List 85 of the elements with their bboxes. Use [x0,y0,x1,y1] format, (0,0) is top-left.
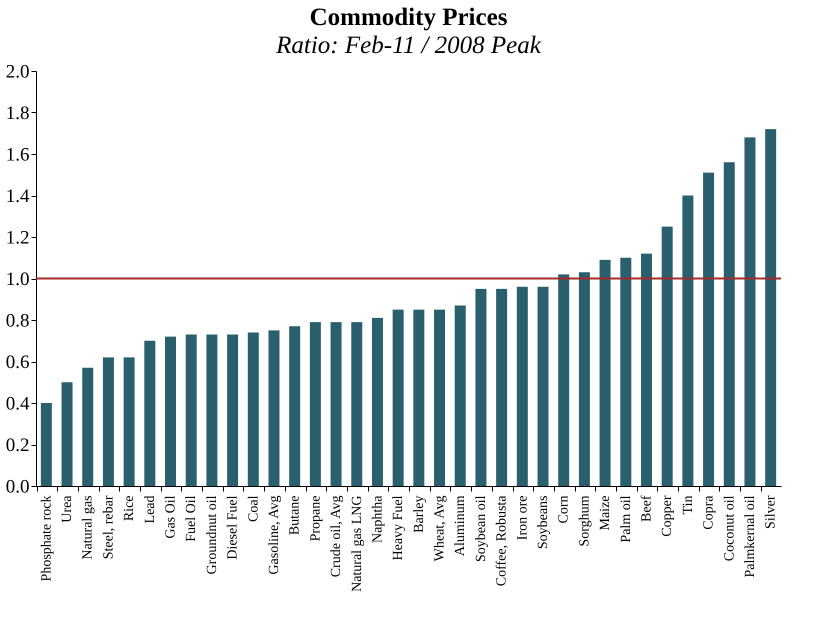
x-tick-label: Lead [142,496,158,524]
x-tick-label: Naphtha [370,494,386,543]
y-tick-label: 0.8 [6,310,30,332]
bar [227,334,238,486]
x-tick-label: Propane [308,496,324,542]
y-tick-label: 2.0 [6,62,30,82]
bar [372,318,383,486]
y-tick-label: 1.8 [6,103,30,124]
bar [744,137,756,486]
bar [351,322,362,486]
bar [268,330,280,486]
bar [600,260,611,486]
x-tick-label: Iron ore [515,496,530,540]
bar [454,305,466,486]
bar [165,336,176,486]
x-tick-label: Rice [122,496,138,522]
x-tick-label: Coal [246,495,262,522]
x-tick-label: Natural gas LNG [350,496,365,592]
bar [144,340,156,486]
bar [206,334,218,486]
bar [703,172,714,486]
x-tick-label: Gas Oil [164,495,179,539]
bar [330,322,342,486]
x-tick-label: Palmkernal oil [742,495,758,578]
x-tick-label: Wheat, Avg [432,496,448,562]
bar [516,286,528,486]
y-tick-label: 0.2 [6,435,30,456]
bar [640,254,652,486]
x-tick-label: Palm oil [618,495,634,543]
y-tick-label: 1.0 [6,269,30,290]
bar [40,403,52,486]
bar [289,326,300,486]
x-tick-label: Silver [764,495,779,529]
bar [248,332,259,486]
x-tick-label: Natural gas [80,496,96,560]
x-tick-label: Copra [702,494,717,530]
x-tick-label: Aluminum [453,495,468,556]
bar [496,288,508,486]
x-tick-label: Fuel Oil [184,495,200,542]
bar [310,322,321,486]
bar [413,310,424,486]
x-tick-label: Soybean oil [474,495,489,562]
x-tick-label: Diesel Fuel [226,495,241,560]
y-tick-label: 1.6 [6,144,30,166]
chart-title: Commodity Prices [310,4,508,31]
x-tick-label: Butane [288,496,303,536]
bar [662,226,673,486]
x-tick-label: Barley [412,496,427,533]
y-tick-label: 1.4 [6,186,30,207]
x-tick-label: Crude oil, Avg [329,496,344,578]
bar [724,162,735,486]
bar [765,129,776,486]
y-tick-label: 1.2 [6,228,30,248]
x-tick-label: Urea [60,494,76,523]
y-tick-label: 0.0 [6,476,30,498]
x-tick-label: Groundnut oil [204,495,220,574]
x-tick-label: Sorghum [577,495,592,547]
x-tick-label: Tin [680,496,696,514]
bar [578,272,590,486]
x-tick-label: Copper [660,495,676,537]
bar [620,258,632,486]
bar [124,357,135,486]
x-tick-label: Coconut oil [722,495,738,562]
x-tick-label: Maize [598,496,614,530]
bar [82,368,94,486]
bar [475,288,486,486]
bar [392,310,404,486]
x-tick-label: Phosphate rock [39,496,54,582]
x-tick-label: Coffee, Robusta [494,494,510,586]
bar [102,357,114,486]
x-tick-label: Gasoline, Avg [266,496,282,575]
chart-subtitle: Ratio: Feb-11 / 2008 Peak [275,32,542,59]
y-tick-label: 0.6 [6,352,30,373]
bar [538,286,549,486]
x-tick-label: Soybeans [536,496,552,550]
bar [186,334,197,486]
x-tick-label: Steel, rebar [101,495,116,560]
bar [682,196,694,486]
y-tick-label: 0.4 [6,394,30,414]
x-tick-label: Corn [556,496,572,524]
bar [434,310,446,486]
bar [558,274,570,486]
x-tick-label: Heavy Fuel [391,495,406,560]
x-tick-label: Beef [639,495,654,522]
bar [62,382,73,486]
